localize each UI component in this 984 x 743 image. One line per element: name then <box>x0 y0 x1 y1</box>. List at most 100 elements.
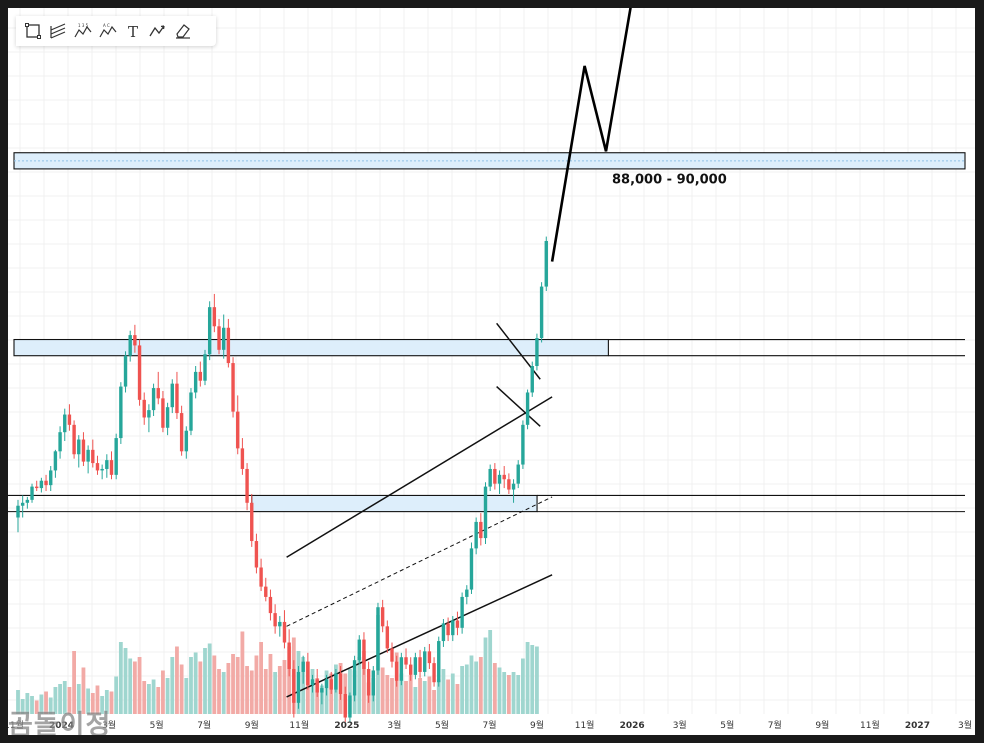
volume-bar <box>151 679 156 714</box>
volume-bar <box>287 646 292 714</box>
candle-body <box>165 407 170 428</box>
volume-bar <box>123 648 128 714</box>
candle-body <box>310 679 315 686</box>
channel-upper-line <box>286 396 553 558</box>
volume-bar <box>165 678 170 714</box>
volume-bar <box>95 685 100 714</box>
xabcd-pattern-tool-icon: A C <box>99 23 117 38</box>
candle-body <box>446 623 450 636</box>
candle-body <box>217 326 221 350</box>
volume-bar <box>72 651 76 714</box>
candle-body <box>380 607 385 627</box>
volume-bar <box>516 675 521 714</box>
volume-bar <box>441 669 446 714</box>
volume-bar <box>521 658 525 714</box>
candle-body <box>245 468 249 503</box>
candle-body <box>423 651 427 672</box>
eraser-tool[interactable] <box>172 20 194 42</box>
candle-body <box>142 399 146 418</box>
volume-bar <box>198 661 203 714</box>
volume-bar <box>492 663 497 714</box>
svg-text:1 3 5: 1 3 5 <box>78 23 89 28</box>
candle-body <box>301 661 305 672</box>
candle-body <box>432 663 436 683</box>
candle-body <box>184 430 188 452</box>
candle-body <box>418 657 422 672</box>
candle-body <box>240 448 245 469</box>
candle-body <box>44 480 48 486</box>
candle-body <box>390 648 394 662</box>
rectangle-tool-icon <box>25 23 41 39</box>
volume-bar <box>348 669 352 714</box>
path-tool[interactable] <box>147 20 169 42</box>
x-tick-label: 2026 <box>620 721 645 731</box>
candle-body <box>324 679 329 689</box>
candle-body <box>53 451 58 471</box>
volume-bar <box>44 691 48 714</box>
volume-bar <box>413 687 418 714</box>
candle-body <box>479 521 483 539</box>
volume-bar <box>446 679 450 714</box>
candle-body <box>441 623 446 642</box>
volume-bar <box>221 672 226 714</box>
volume-bar <box>128 658 133 714</box>
x-axis: 11월 2024 3월 5월 7월 9월 11월 2025 3월 5월 7월 9월 11월 2026 3월 5… <box>8 719 972 731</box>
candle-body <box>385 626 390 649</box>
candle-body <box>203 354 207 381</box>
candle-body <box>296 671 301 703</box>
volume-bar <box>226 663 231 714</box>
x-tick-label: 7월 <box>197 719 211 731</box>
candle-body <box>30 486 34 500</box>
volume-bar <box>511 672 516 714</box>
volume-bar <box>450 673 455 714</box>
volume-bar <box>114 676 119 714</box>
candle-body <box>147 410 151 418</box>
volume-bar <box>390 678 394 714</box>
abcd-pattern-tool-icon: 1 3 5 <box>74 23 92 38</box>
volume-bar <box>408 675 413 714</box>
volume-bar <box>399 673 404 714</box>
volume-bar <box>525 642 530 714</box>
candle-body <box>20 502 25 506</box>
volume-bar <box>478 657 483 714</box>
volume-bar <box>48 697 53 714</box>
candle-body <box>544 240 548 287</box>
volume-bar <box>282 660 287 714</box>
candle-body <box>119 386 123 439</box>
candle-body <box>530 366 534 393</box>
volume-bar <box>273 672 278 714</box>
volume-bar <box>483 637 488 714</box>
candle-body <box>170 383 174 408</box>
candle-body <box>455 620 460 628</box>
candle-body <box>123 355 128 387</box>
x-tick-label: 5월 <box>150 719 164 731</box>
candle-body <box>320 688 324 693</box>
volume-bar <box>212 655 217 714</box>
volume-bar <box>535 646 539 714</box>
x-tick-label: 5월 <box>435 719 449 731</box>
candle-body <box>128 335 132 356</box>
text-tool[interactable]: T <box>122 20 144 42</box>
volume-bar <box>235 657 240 714</box>
candle-body <box>460 596 464 628</box>
volume-bars <box>16 615 539 714</box>
rectangle-tool[interactable] <box>22 20 44 42</box>
x-tick-label: 2025 <box>334 721 359 731</box>
volume-bar <box>427 676 432 714</box>
candle-body <box>465 589 469 597</box>
candle-body <box>357 639 361 661</box>
candle-body <box>231 363 235 412</box>
abcd-pattern-tool[interactable]: 1 3 5 <box>72 20 94 42</box>
candle-body <box>343 694 347 718</box>
candle-body <box>198 371 203 381</box>
fib-channel-tool[interactable] <box>47 20 69 42</box>
volume-bar <box>30 696 34 714</box>
candle-body <box>273 613 277 627</box>
candlestick-chart[interactable]: 88,000 - 90,000 11월 2024 3월 5월 7월 9월 11월 2025 3월… <box>8 8 975 735</box>
volume-bar <box>193 652 198 714</box>
volume-bar <box>184 678 189 714</box>
xabcd-pattern-tool[interactable]: A C <box>97 20 119 42</box>
volume-bar <box>170 657 175 714</box>
volume-bar <box>474 661 479 714</box>
volume-bar <box>385 675 390 714</box>
